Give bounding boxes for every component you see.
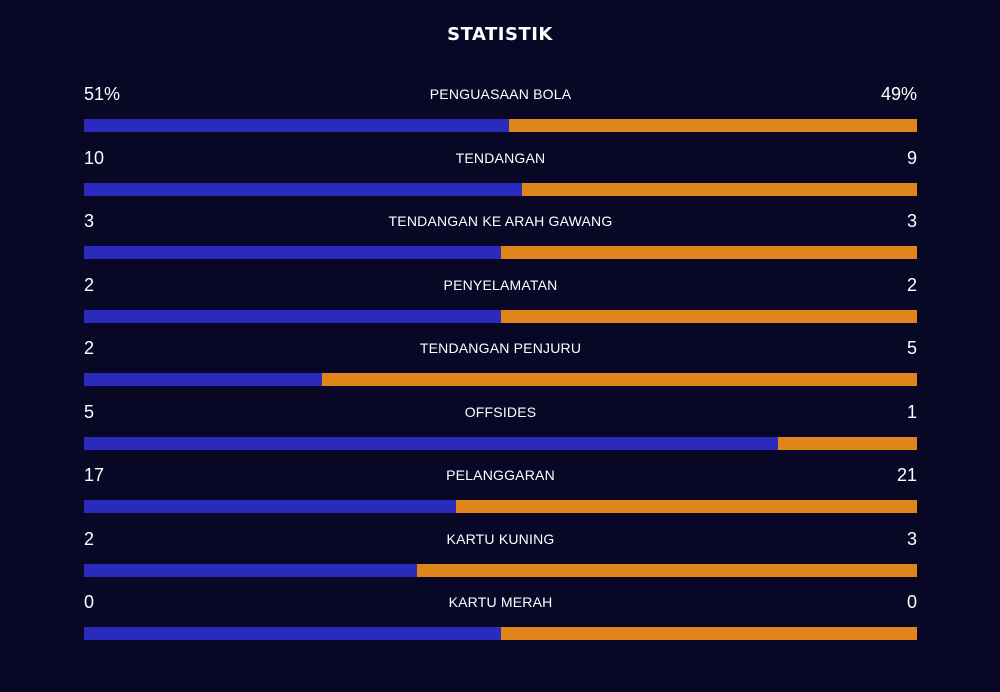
stat-row-header: 51% PENGUASAAN BOLA 49% [84,80,917,108]
home-bar-segment [84,246,501,259]
stat-label: TENDANGAN KE ARAH GAWANG [388,213,613,229]
home-bar-segment [84,500,457,513]
away-bar-segment [322,373,917,386]
stat-row: 5 OFFSIDES 1 [84,398,917,462]
stat-row-header: 17 PELANGGARAN 21 [84,461,917,489]
home-value: 0 [84,592,95,612]
home-bar-segment [84,119,509,132]
stat-row: 2 KARTU KUNING 3 [84,525,917,589]
away-bar-segment [500,309,917,323]
page-title: STATISTIK [447,24,553,45]
home-bar-segment [84,436,778,450]
home-bar-segment [84,309,501,323]
home-bar-segment [84,182,523,196]
stat-bar [84,627,917,640]
stat-row: 0 KARTU MERAH 0 [84,588,917,652]
stat-bar [84,373,917,386]
stat-bar [84,119,917,132]
away-value: 9 [906,147,917,168]
stat-row: 2 TENDANGAN PENJURU 5 [84,334,917,398]
home-value: 2 [84,528,95,549]
stat-bar [84,436,917,450]
stat-row: 3 TENDANGAN KE ARAH GAWANG 3 [84,207,917,271]
stat-label: PELANGGARAN [446,467,555,483]
away-value: 2 [906,274,917,295]
home-value: 2 [84,274,95,295]
away-bar-segment [417,563,917,577]
stat-row: 2 PENYELAMATAN 2 [84,271,917,335]
stat-row: 51% PENGUASAAN BOLA 49% [84,80,917,144]
stat-row-header: 0 KARTU MERAH 0 [84,588,917,616]
away-bar-segment [508,119,917,132]
home-value: 51% [84,84,121,104]
home-value: 2 [84,338,95,358]
away-value: 0 [906,592,917,612]
stat-row-header: 10 TENDANGAN 9 [84,144,917,172]
away-bar-segment [456,500,917,513]
away-bar-segment [522,182,917,196]
stats-list: 51% PENGUASAAN BOLA 49% 10 TENDANGAN 9 3 TENDAN… [84,80,917,652]
stat-row-header: 2 PENYELAMATAN 2 [84,271,917,299]
away-value: 3 [906,211,917,231]
away-bar-segment [500,627,917,640]
stat-label: TENDANGAN PENJURU [419,340,582,356]
stat-row-header: 5 OFFSIDES 1 [84,398,917,426]
stat-row-header: 2 TENDANGAN PENJURU 5 [84,334,917,362]
stat-bar [84,563,917,577]
stat-label: OFFSIDES [464,403,537,420]
away-bar-segment [777,436,917,450]
stat-row: 17 PELANGGARAN 21 [84,461,917,525]
away-value: 5 [906,338,917,358]
stat-row-header: 2 KARTU KUNING 3 [84,525,917,553]
home-value: 3 [84,211,95,231]
away-value: 1 [906,401,917,422]
home-bar-segment [84,563,418,577]
stat-row: 10 TENDANGAN 9 [84,144,917,208]
away-bar-segment [500,246,917,259]
stat-row-header: 3 TENDANGAN KE ARAH GAWANG 3 [84,207,917,235]
home-value: 5 [84,401,95,422]
stat-bar [84,309,917,323]
stat-label: TENDANGAN [455,149,546,166]
stat-label: KARTU MERAH [448,594,553,610]
home-bar-segment [84,627,501,640]
stat-bar [84,182,917,196]
stat-label: PENGUASAAN BOLA [429,86,572,102]
home-bar-segment [84,373,323,386]
stat-label: KARTU KUNING [446,530,555,547]
away-value: 3 [906,528,917,549]
stat-bar [84,246,917,259]
stat-label: PENYELAMATAN [443,276,558,293]
stat-bar [84,500,917,513]
away-value: 49% [880,84,917,104]
home-value: 10 [84,147,105,168]
home-value: 17 [84,465,105,485]
away-value: 21 [896,465,917,485]
